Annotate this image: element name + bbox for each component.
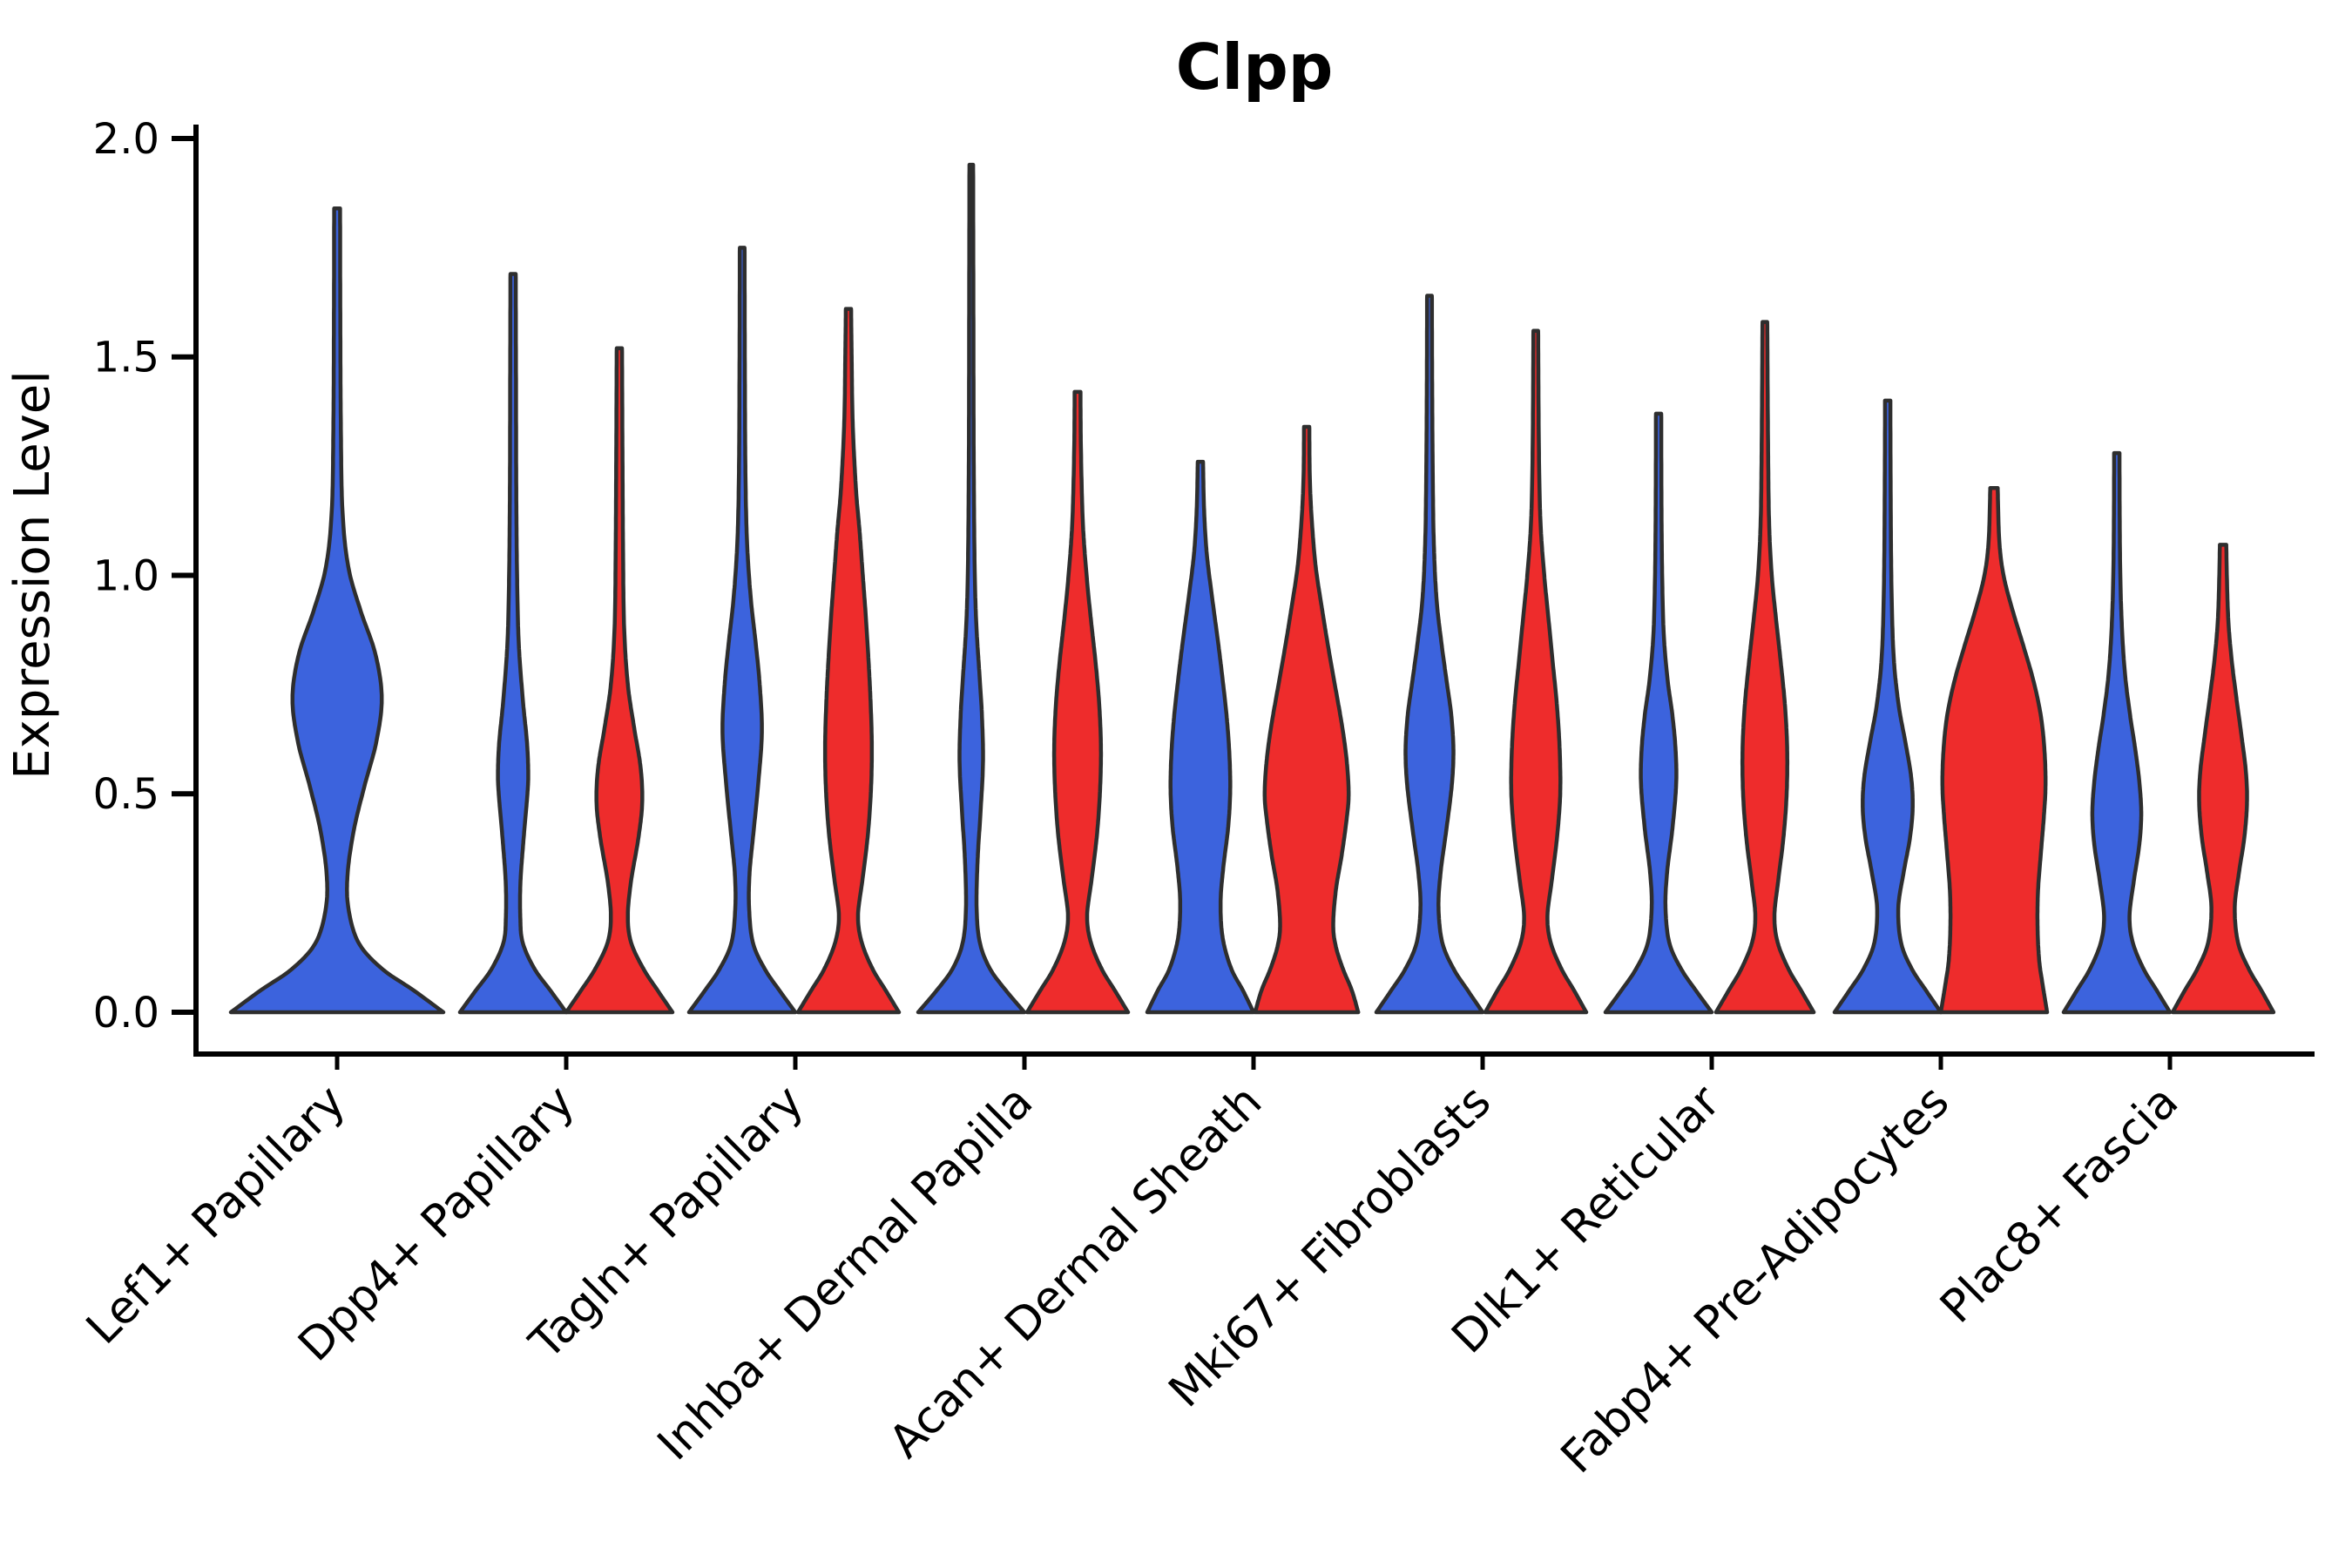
violin-inhba-dermal-papilla-blue bbox=[916, 162, 1027, 1015]
violin-mki67-fibroblasts-blue bbox=[1374, 294, 1485, 1015]
violin-dlk1-reticular-red bbox=[1713, 320, 1816, 1015]
violin-dpp4-papillary-red bbox=[564, 346, 675, 1015]
violin-lef1-papillary-blue bbox=[228, 206, 446, 1015]
violin-plac8-fascia-red bbox=[2170, 543, 2276, 1015]
y-tick-label: 1.0 bbox=[93, 551, 159, 600]
y-tick-label: 2.0 bbox=[93, 115, 159, 164]
violin-dlk1-reticular-blue bbox=[1603, 411, 1714, 1015]
x-tick-label-plac8-fascia: Plac8+ Fascia bbox=[1930, 1076, 2188, 1334]
x-tick-label-fabp4-pre-adipocytes: Fabp4+ Pre-Adipocytes bbox=[1551, 1076, 1959, 1484]
violin-fabp4-pre-adipocytes-blue bbox=[1832, 398, 1943, 1015]
violin-tagln-papillary-red bbox=[795, 307, 902, 1015]
violin-fabp4-pre-adipocytes-red bbox=[1938, 485, 2050, 1015]
violin-inhba-dermal-papilla-red bbox=[1024, 389, 1131, 1015]
chart-title: Clpp bbox=[1176, 30, 1334, 104]
violin-mki67-fibroblasts-red bbox=[1483, 328, 1589, 1015]
violin-acan-dermal-sheath-red bbox=[1253, 424, 1361, 1015]
x-tick-label-inhba-dermal-papilla: Inhba+ Dermal Papilla bbox=[648, 1076, 1043, 1470]
y-tick-label: 0.5 bbox=[93, 770, 159, 819]
violin-acan-dermal-sheath-blue bbox=[1145, 459, 1256, 1015]
x-tick-label-acan-dermal-sheath: Acan+ Dermal Sheath bbox=[880, 1076, 1273, 1469]
violin-plac8-fascia-blue bbox=[2061, 450, 2173, 1015]
violin-dpp4-papillary-blue bbox=[457, 272, 569, 1015]
violin-layer bbox=[228, 162, 2276, 1015]
violin-tagln-papillary-blue bbox=[686, 246, 798, 1015]
y-axis-label: Expression Level bbox=[4, 370, 61, 780]
y-tick-label: 0.0 bbox=[93, 989, 159, 1037]
y-tick-label: 1.5 bbox=[93, 334, 159, 382]
